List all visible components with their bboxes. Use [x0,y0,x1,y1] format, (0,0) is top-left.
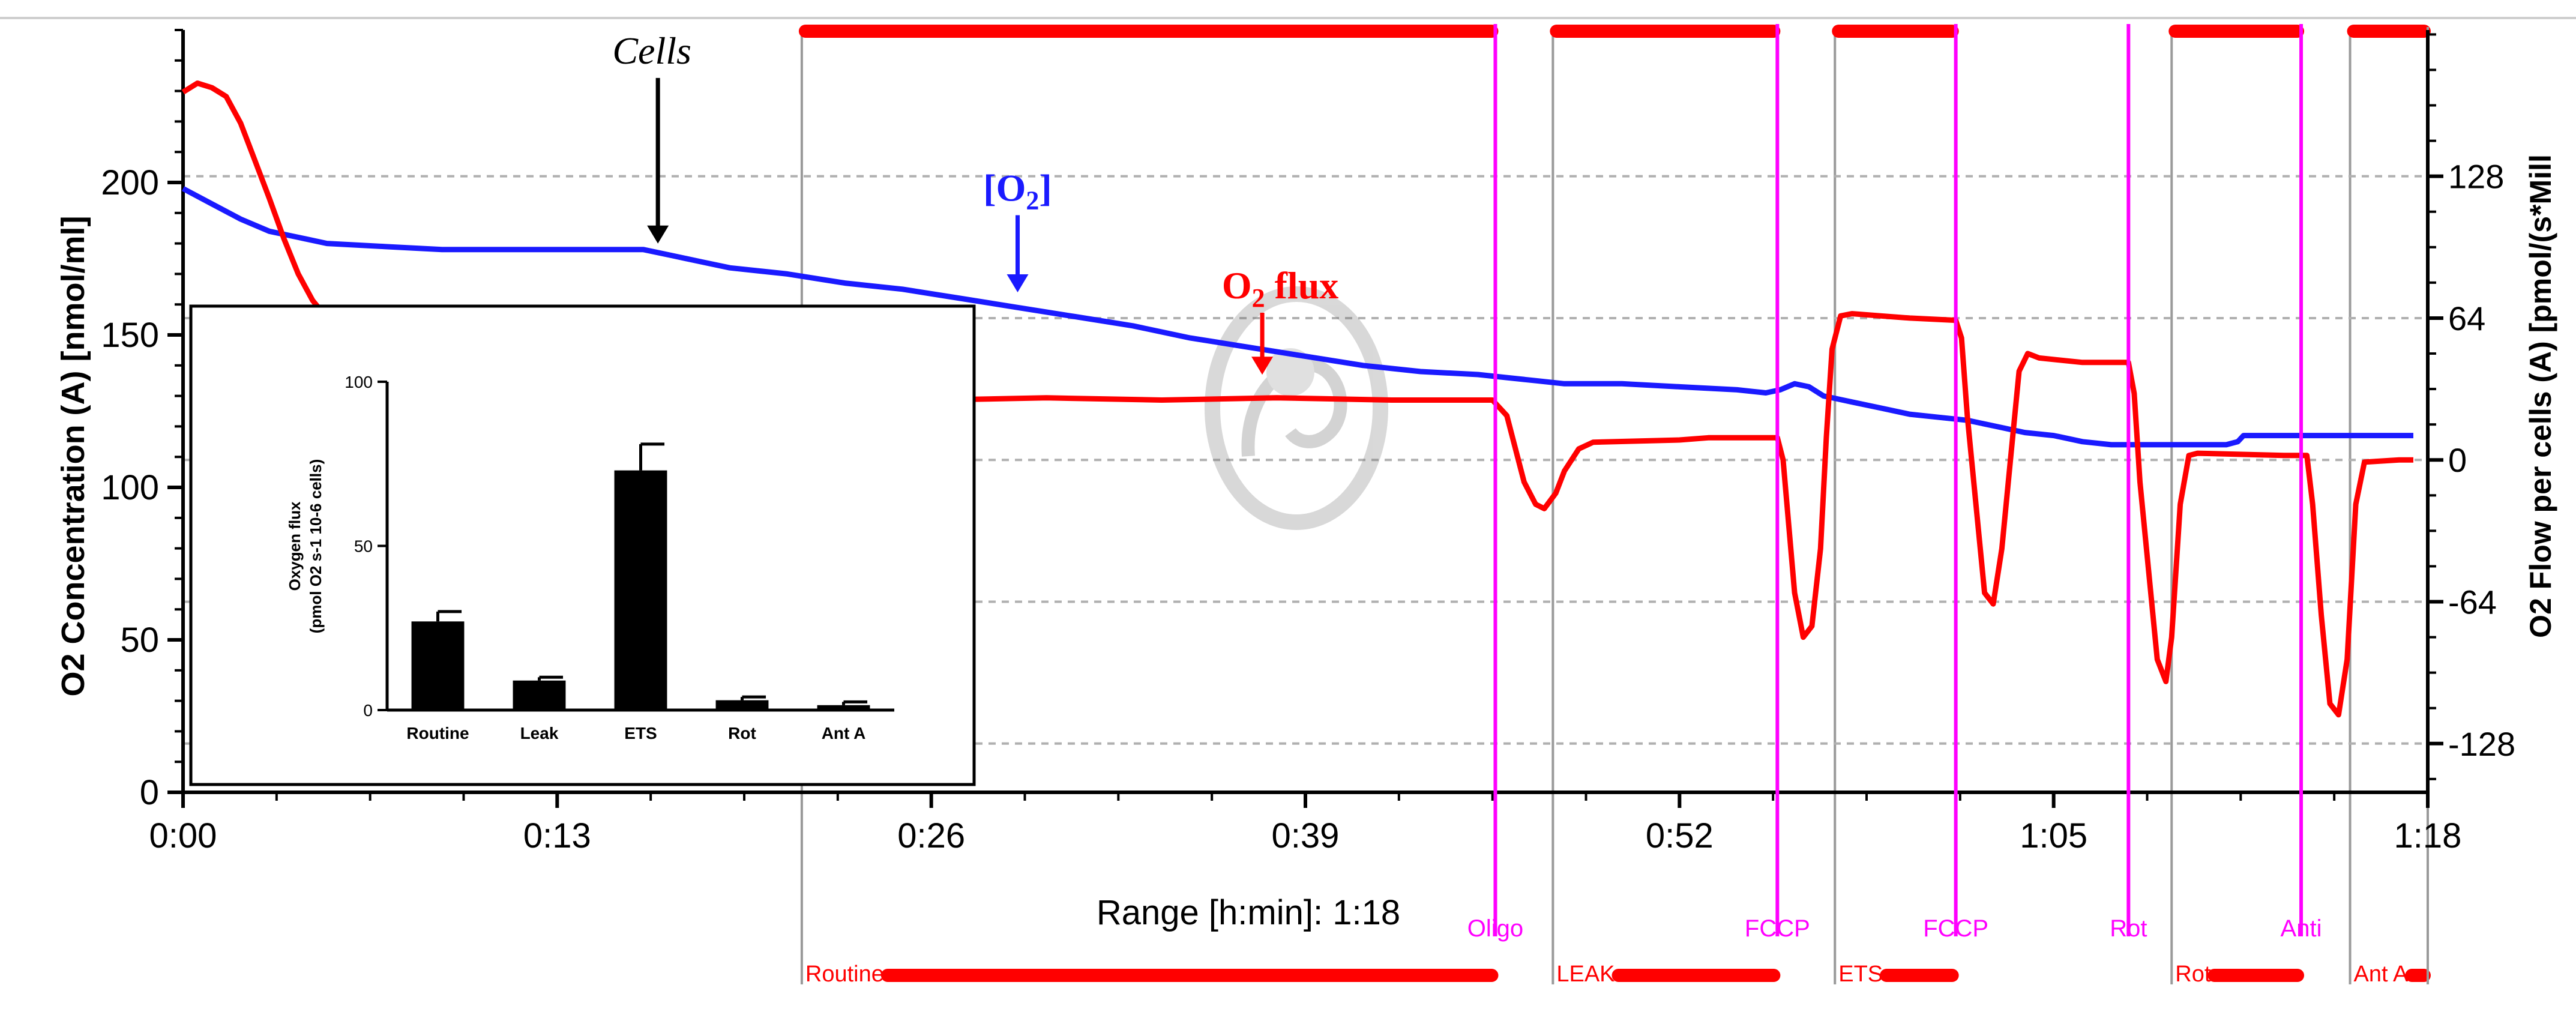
inset-category-label: Routine [406,724,469,742]
axes: 0:00 0:13 0:26 0:39 0:52 1:05 1:18 0 50 100 150 200… [0,17,2576,855]
y-left-tick-label: 50 [120,621,159,660]
x-tick-label: 0:13 [523,816,591,855]
annotation-label: Cells [612,29,691,72]
inset-bar [614,470,667,710]
annotation-arrow-head [1251,357,1274,375]
y-axis-right-title: O2 Flow per cells (A) [pmol/(s*Mill [2524,154,2557,638]
annotations: Cells [O2] O2 flux [612,29,1338,375]
annotation-label: [O2] [983,166,1052,215]
x-tick-label: 1:05 [2020,816,2087,855]
y-right-tick-label: 0 [2448,441,2467,479]
x-tick-label: 0:52 [1646,816,1714,855]
y-left-tick-label: 200 [101,163,159,202]
inset-ylabel-line1: Oxygen flux [286,501,304,591]
y-left-tick-label: 100 [101,468,159,507]
inset-category-label: Leak [520,724,559,742]
phase-label: LEAK [1556,962,1615,987]
x-tick-label: 0:39 [1272,816,1340,855]
y-right-tick-label: 64 [2448,300,2485,337]
x-tick-label: 0:26 [897,816,965,855]
event-label: Oligo [1467,915,1523,942]
y-left-tick-label: 150 [101,316,159,355]
inset-y-tick-label: 50 [354,537,373,556]
annotation-label: O2 flux [1222,264,1338,313]
y-left-tick-label: 0 [140,773,159,812]
event-label: FCCP [1745,915,1810,942]
phase-label: ETS [1838,962,1883,987]
inset-category-label: ETS [624,724,657,742]
inset-bar [411,621,465,710]
y-axis-left-title: O2 Concentration (A) [nmol/ml] [55,216,91,697]
inset-bar-chart: 0 50 100 Routine Leak ETS Rot Ant A [189,304,976,786]
series-line [181,186,2413,448]
inset-category-label: Rot [728,724,756,742]
inset-bar [513,680,566,710]
inset-ylabel-line2: (pmol O2 s-1 10-6 cells) [307,459,325,633]
y-right-tick-label: -64 [2448,583,2497,621]
event-label: FCCP [1923,915,1988,942]
y-right-tick-label: -128 [2448,725,2515,763]
watermark-logo [1205,286,1388,530]
annotation-arrow-head [647,225,669,244]
phase-label: Routine [805,962,884,987]
x-axis-title: Range [h:min]: 1:18 [1097,893,1400,932]
x-tick-label: 0:00 [149,816,217,855]
inset-y-tick-label: 100 [345,373,373,391]
inset-bar [715,700,769,710]
inset-y-tick-label: 0 [363,701,373,720]
y-right-tick-label: 128 [2448,158,2504,196]
event-label: Rot [2110,915,2147,942]
event-label: Anti [2281,915,2322,942]
x-tick-label: 1:18 [2394,816,2462,855]
annotation-arrow-head [1007,274,1029,293]
event-markers: Oligo FCCP FCCP Rot Anti [1467,24,2322,942]
phase-label: Rot [2175,962,2211,987]
inset-category-label: Ant A [822,724,866,742]
inset-bar [817,705,870,710]
phase-label: Ant A [2354,962,2409,987]
